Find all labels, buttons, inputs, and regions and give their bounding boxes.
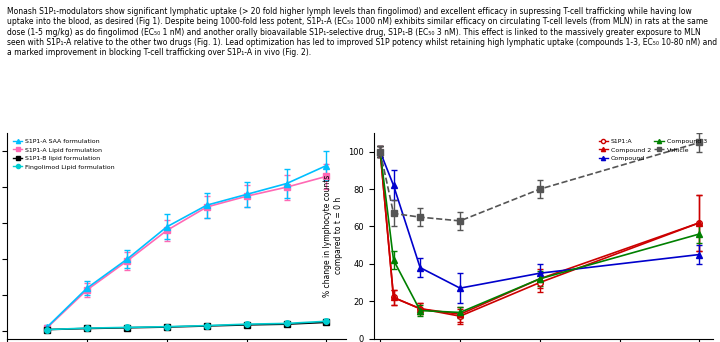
Text: Monash S1P₁-modulators show significant lymphatic uptake (> 20 fold higher lymph: Monash S1P₁-modulators show significant …: [7, 7, 717, 57]
Legend: S1P1-A SAA formulation, S1P1-A Lipid formulation, S1P1-B lipid formulation, Fing: S1P1-A SAA formulation, S1P1-A Lipid for…: [10, 136, 117, 172]
Y-axis label: % change in lymphocyte counts
compared to t = 0 h: % change in lymphocyte counts compared t…: [323, 175, 343, 297]
Legend: S1P1:A, Compound 2, Compound, Compound 3, Vehicle: S1P1:A, Compound 2, Compound, Compound 3…: [596, 136, 710, 163]
